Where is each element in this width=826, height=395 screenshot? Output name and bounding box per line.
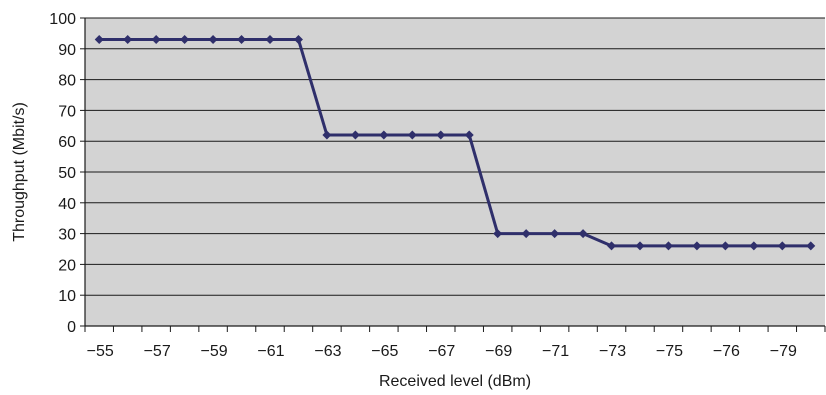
data-point <box>550 229 560 239</box>
data-point <box>180 35 190 45</box>
data-point <box>94 35 104 45</box>
x-tick-label: −63 <box>314 343 341 360</box>
data-point <box>578 229 588 239</box>
data-point <box>635 241 645 251</box>
x-tick-label: −55 <box>87 343 114 360</box>
y-tick-label: 60 <box>58 134 76 151</box>
y-tick-label: 10 <box>58 288 76 305</box>
y-tick-label: 50 <box>58 165 76 182</box>
x-tick-label: −75 <box>656 343 683 360</box>
data-point <box>208 35 218 45</box>
y-tick-label: 0 <box>67 319 76 336</box>
x-tick-label: −69 <box>485 343 512 360</box>
data-point <box>663 241 673 251</box>
data-point <box>720 241 730 251</box>
y-tick-label: 20 <box>58 257 76 274</box>
x-tick-label: −71 <box>542 343 569 360</box>
data-point <box>237 35 247 45</box>
y-axis-title: Throughput (Mbit/s) <box>11 102 28 242</box>
data-point <box>521 229 531 239</box>
data-point <box>493 229 503 239</box>
series-markers <box>94 35 816 251</box>
y-axis-ticks: 0 10 20 30 40 50 60 70 80 90 100 <box>49 11 85 336</box>
x-tick-label: −61 <box>257 343 284 360</box>
x-tick-label: −73 <box>599 343 626 360</box>
data-point <box>265 35 275 45</box>
x-tick-label: −67 <box>428 343 455 360</box>
x-axis-title: Received level (dBm) <box>379 373 531 390</box>
x-tick-label: −59 <box>201 343 228 360</box>
data-point <box>777 241 787 251</box>
x-axis-ticks: −55 −57 −59 −61 −63 −65 −67 −69 −71 −73 −75 −76 −79 <box>84 326 826 360</box>
data-point <box>379 130 389 140</box>
data-point <box>749 241 759 251</box>
data-point <box>293 35 303 45</box>
data-point <box>407 130 417 140</box>
x-tick-label: −57 <box>144 343 171 360</box>
x-tick-label: −79 <box>770 343 797 360</box>
data-point <box>806 241 816 251</box>
data-point <box>464 130 474 140</box>
y-tick-label: 90 <box>58 42 76 59</box>
data-point <box>151 35 161 45</box>
data-point <box>322 130 332 140</box>
x-tick-label: −65 <box>371 343 398 360</box>
y-tick-label: 100 <box>49 11 76 28</box>
data-point <box>350 130 360 140</box>
y-tick-label: 40 <box>58 196 76 213</box>
series-line <box>99 38 811 248</box>
y-tick-label: 80 <box>58 73 76 90</box>
data-point <box>123 35 133 45</box>
y-tick-label: 70 <box>58 103 76 120</box>
data-point <box>692 241 702 251</box>
data-point <box>436 130 446 140</box>
grid-lines <box>85 17 825 296</box>
x-tick-label: −76 <box>713 343 740 360</box>
data-point <box>607 241 617 251</box>
y-tick-label: 30 <box>58 227 76 244</box>
